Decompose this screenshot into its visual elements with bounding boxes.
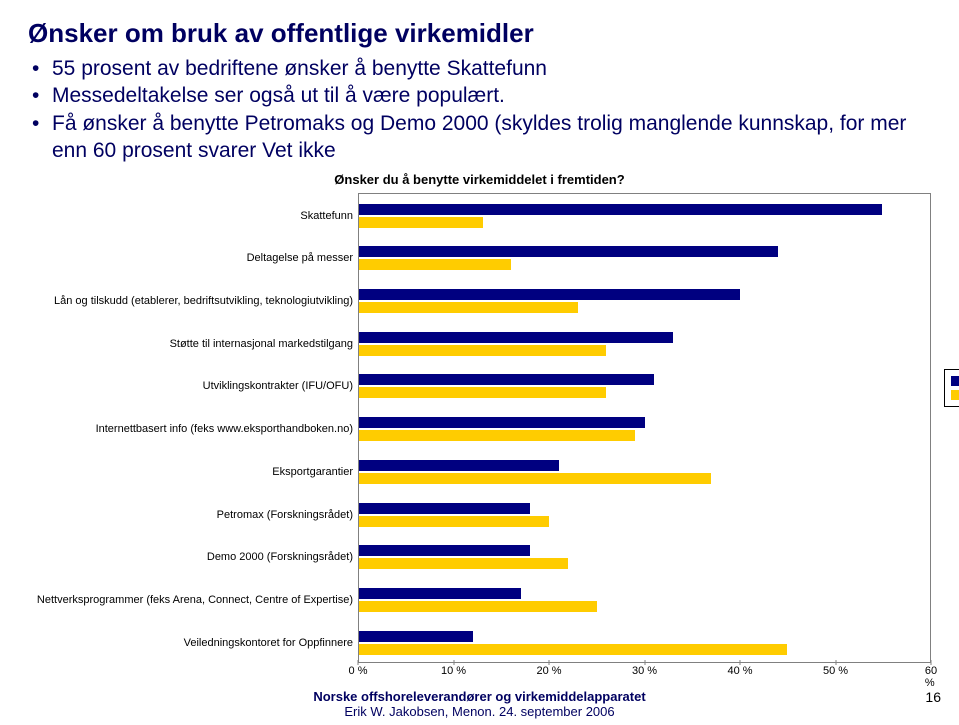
chart-row: Veiledningskontoret for Oppfinnere	[359, 621, 930, 664]
bullet-item: 55 prosent av bedriftene ønsker å benytt…	[32, 55, 931, 82]
legend: JaNei	[944, 369, 959, 407]
bullet-item: Messedeltakelse ser også ut til å være p…	[32, 82, 931, 109]
category-label: Veiledningskontoret for Oppfinnere	[29, 637, 353, 649]
bar-ja	[359, 545, 530, 556]
x-tick-label: 0 %	[349, 665, 368, 677]
bar-nei	[359, 259, 511, 270]
category-label: Eksportgarantier	[29, 466, 353, 478]
x-axis: 0 %10 %20 %30 %40 %50 %60 %	[358, 665, 931, 683]
slide-page: Ønsker om bruk av offentlige virkemidler…	[0, 0, 959, 725]
bar-ja	[359, 332, 673, 343]
chart-title: Ønsker du å benytte virkemiddelet i frem…	[28, 172, 931, 187]
legend-swatch	[951, 390, 959, 400]
footer-line2: Erik W. Jakobsen, Menon. 24. september 2…	[0, 704, 959, 719]
legend-item: Ja	[951, 374, 959, 388]
x-tick-label: 40 %	[727, 665, 752, 677]
bar-nei	[359, 302, 578, 313]
x-tick-label: 60 %	[925, 665, 937, 689]
x-tick-label: 30 %	[632, 665, 657, 677]
chart-row: Nettverksprogrammer (feks Arena, Connect…	[359, 579, 930, 622]
x-tick-label: 10 %	[441, 665, 466, 677]
x-tick-label: 20 %	[536, 665, 561, 677]
legend-swatch	[951, 376, 959, 386]
bar-ja	[359, 374, 654, 385]
x-tick-label: 50 %	[823, 665, 848, 677]
bar-nei	[359, 516, 549, 527]
bar-nei	[359, 387, 606, 398]
bar-ja	[359, 460, 559, 471]
footer-line1: Norske offshoreleverandører og virkemidd…	[0, 689, 959, 704]
chart-row: Eksportgarantier	[359, 451, 930, 494]
page-title: Ønsker om bruk av offentlige virkemidler	[28, 18, 931, 49]
chart-container: Ønsker du å benytte virkemiddelet i frem…	[28, 172, 931, 663]
category-label: Lån og tilskudd (etablerer, bedriftsutvi…	[29, 295, 353, 307]
bar-nei	[359, 217, 483, 228]
bar-nei	[359, 601, 597, 612]
bar-nei	[359, 473, 711, 484]
category-label: Støtte til internasjonal markedstilgang	[29, 338, 353, 350]
category-label: Deltagelse på messer	[29, 252, 353, 264]
bar-ja	[359, 503, 530, 514]
bar-nei	[359, 430, 635, 441]
chart-row: Skattefunn	[359, 194, 930, 237]
bar-ja	[359, 246, 778, 257]
bar-nei	[359, 345, 606, 356]
bar-ja	[359, 204, 882, 215]
category-label: Petromax (Forskningsrådet)	[29, 509, 353, 521]
category-label: Internettbasert info (feks www.eksportha…	[29, 423, 353, 435]
chart-row: Deltagelse på messer	[359, 237, 930, 280]
bar-ja	[359, 588, 521, 599]
bar-nei	[359, 644, 787, 655]
bar-ja	[359, 417, 645, 428]
footer: Norske offshoreleverandører og virkemidd…	[0, 689, 959, 719]
legend-item: Nei	[951, 388, 959, 402]
category-label: Demo 2000 (Forskningsrådet)	[29, 551, 353, 563]
category-label: Utviklingskontrakter (IFU/OFU)	[29, 380, 353, 392]
chart-row: Petromax (Forskningsrådet)	[359, 493, 930, 536]
chart-row: Demo 2000 (Forskningsrådet)	[359, 536, 930, 579]
bar-ja	[359, 289, 740, 300]
category-label: Skattefunn	[29, 210, 353, 222]
bullet-list: 55 prosent av bedriftene ønsker å benytt…	[28, 55, 931, 164]
bar-ja	[359, 631, 473, 642]
bar-nei	[359, 558, 568, 569]
chart-row: Støtte til internasjonal markedstilgang	[359, 322, 930, 365]
plot-area: JaNei SkattefunnDeltagelse på messerLån …	[358, 193, 931, 663]
chart-area: JaNei SkattefunnDeltagelse på messerLån …	[28, 193, 931, 663]
category-label: Nettverksprogrammer (feks Arena, Connect…	[29, 594, 353, 606]
page-number: 16	[925, 689, 941, 705]
bullet-item: Få ønsker å benytte Petromaks og Demo 20…	[32, 110, 931, 165]
chart-row: Lån og tilskudd (etablerer, bedriftsutvi…	[359, 280, 930, 323]
chart-row: Internettbasert info (feks www.eksportha…	[359, 408, 930, 451]
chart-row: Utviklingskontrakter (IFU/OFU)	[359, 365, 930, 408]
